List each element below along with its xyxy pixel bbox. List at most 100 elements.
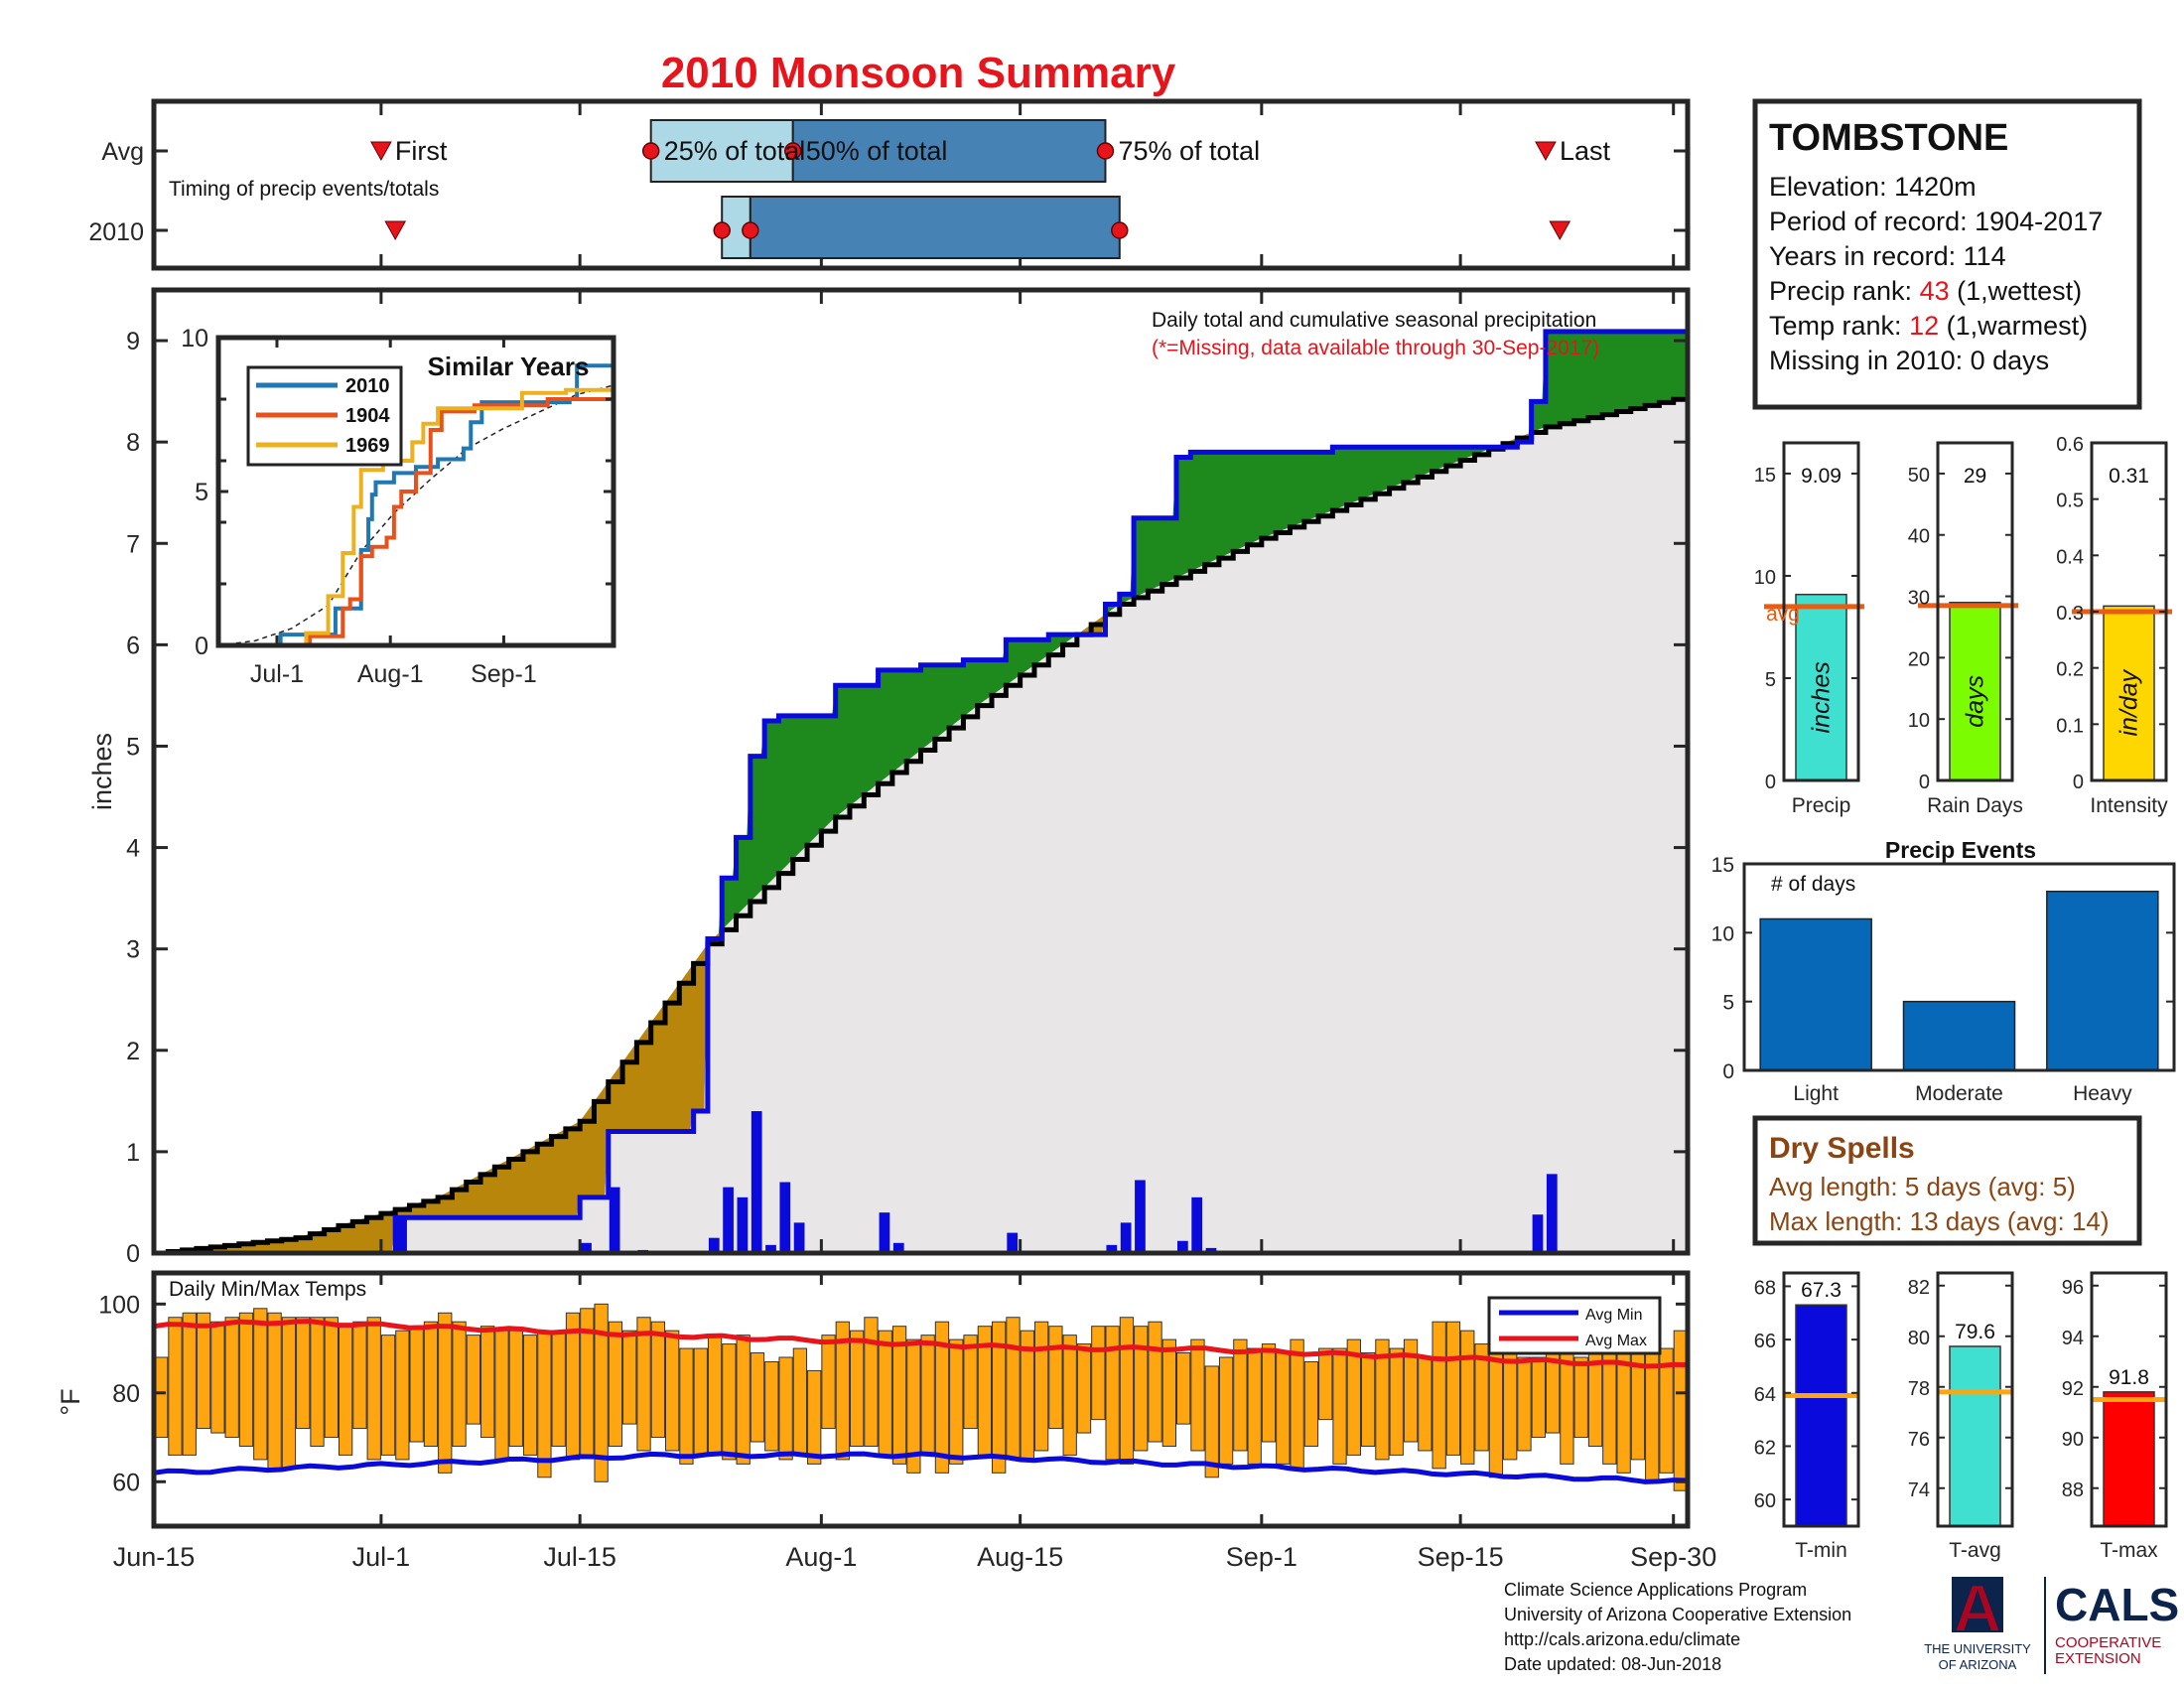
temp-legend: Avg Min Avg Max (1487, 1296, 1662, 1355)
station-missing: Missing in 2010: 0 days (1769, 346, 2049, 375)
temp-summary-frame (2090, 1271, 2168, 1528)
temp-summary-chart-t-avg: 74 76 78 80 82 79.6 T-avg (1908, 1271, 2014, 1562)
daily-temp-range-bar (1261, 1343, 1277, 1443)
daily-temp-range-bar (296, 1317, 311, 1430)
event-triangle-marker (1549, 220, 1571, 241)
daily-temp-range-bar (792, 1347, 808, 1456)
footer-line2: University of Arizona Cooperative Extens… (1504, 1605, 1851, 1624)
legend-avg-min: Avg Min (1585, 1307, 1643, 1324)
daily-temp-range-bar (224, 1317, 239, 1439)
event-triangle-marker (384, 220, 407, 241)
daily-temp-range-bar (1375, 1338, 1390, 1461)
y-tick-label: 1 (126, 1139, 140, 1167)
daily-temp-range-bar (423, 1321, 439, 1447)
daily-precip-bar (1007, 1232, 1019, 1253)
first-label: First (395, 136, 448, 166)
daily-precip-bar (779, 1182, 791, 1253)
timing-row-year: 2010 (88, 218, 144, 246)
percentile-dot-marker (641, 142, 660, 160)
daily-temp-range-bar (636, 1317, 651, 1452)
daily-temp-range-bar (1091, 1326, 1106, 1421)
date-tick-label: Aug-1 (785, 1542, 857, 1572)
dry-spells-title: Dry Spells (1769, 1132, 1915, 1165)
summary-frame (1936, 441, 2014, 782)
temp-summary-tick-label: 96 (2062, 1277, 2084, 1299)
daily-temp-range-bar (565, 1312, 581, 1461)
summary-tick-label: 0.6 (2056, 434, 2084, 456)
daily-temp-range-bar (906, 1338, 921, 1474)
p25-label: 25% of total (664, 136, 806, 166)
dry-spells-box: Dry Spells Avg length: 5 days (avg: 5) M… (1752, 1115, 2142, 1246)
daily-temp-range-bar (1616, 1335, 1631, 1474)
date-tick-label: Aug-15 (977, 1542, 1063, 1572)
daily-precip-bar (708, 1237, 720, 1253)
temp-summary-label: T-max (2100, 1539, 2158, 1562)
daily-temp-range-bar (1033, 1321, 1049, 1452)
daily-temp-range-bar (210, 1321, 225, 1434)
summary-value-bar (2103, 605, 2155, 781)
summary-tick-label: 0 (2073, 772, 2084, 793)
event-triangle-marker (370, 141, 392, 162)
y-tick-label: 2 (126, 1038, 140, 1065)
summary-tick-label: 0.1 (2056, 715, 2084, 737)
summary-unit-label: inches (1808, 661, 1836, 733)
daily-precip-bar (1120, 1222, 1132, 1253)
temp-summary-bar (1949, 1345, 2001, 1527)
p50-label: 50% of total (806, 136, 948, 166)
footer-credits: Climate Science Applications Program Uni… (1504, 1580, 1851, 1674)
events-title: Precip Events (1885, 837, 2036, 863)
summary-value-bar (1949, 601, 2001, 781)
daily-temp-range-bar (1048, 1326, 1063, 1430)
summary-tick-label: 0.5 (2056, 491, 2084, 512)
percentile-dot-marker (742, 221, 759, 239)
daily-temp-range-bar (665, 1330, 680, 1452)
temperature-chart: 60 80 100 Daily Min/Max Temps °F Avg Min A… (56, 1270, 1716, 1572)
daily-temp-range-bar (1460, 1330, 1475, 1465)
temp-frame (151, 1270, 1691, 1529)
temp-summary-label: T-min (1795, 1539, 1847, 1562)
timing-row-avg: Avg (101, 138, 144, 166)
y-tick-label: 9 (126, 328, 140, 355)
daily-temp-range-bar (366, 1317, 381, 1461)
daily-temp-range-bar (1290, 1338, 1304, 1470)
daily-precip-bar (1532, 1214, 1544, 1253)
university-of-arizona-logo: A THE UNIVERSITY OF ARIZONA (1924, 1570, 2046, 1674)
temp-summary-tick-label: 74 (1908, 1479, 1930, 1501)
summary-value-label: 29 (1964, 465, 1986, 488)
daily-temp-range-bar (522, 1335, 538, 1456)
daily-temp-range-bar (537, 1330, 552, 1478)
precip-missing-note: (*=Missing, data available through 30-Se… (1152, 337, 1599, 359)
temp-y-tick-label: 80 (112, 1380, 140, 1408)
daily-temp-range-bar (281, 1317, 297, 1470)
summary-category-label: Precip (1792, 794, 1851, 817)
summary-tick-label: 20 (1908, 648, 1930, 670)
daily-temp-range-bar (1418, 1356, 1433, 1452)
temp-summary-tick-label: 60 (1754, 1490, 1776, 1512)
daily-temp-range-bar (466, 1335, 481, 1425)
summary-tick-label: 0.4 (2056, 546, 2084, 568)
dry-spells-avg: Avg length: 5 days (avg: 5) (1769, 1172, 2076, 1201)
dry-spells-frame (1752, 1115, 2142, 1246)
summary-value-bar (1795, 593, 1847, 781)
inset-x-tick-label: Sep-1 (471, 660, 537, 688)
summary-tick-label: 0.3 (2056, 603, 2084, 625)
temp-summary-tick-label: 78 (1908, 1378, 1930, 1400)
chart-title: 2010 Monsoon Summary (661, 49, 1176, 97)
events-category-label: Heavy (2073, 1082, 2132, 1105)
daily-temp-range-bar (253, 1308, 268, 1461)
daily-temp-range-bar (1488, 1335, 1504, 1478)
avg-max-line (153, 1319, 1689, 1369)
events-ylabel: # of days (1771, 873, 1855, 896)
daily-temp-range-bar (1602, 1338, 1617, 1465)
summary-bar-chart-rain-days: 0 10 20 30 40 50 29 days Rain Days (1908, 441, 2023, 817)
daily-temp-range-bar (310, 1317, 325, 1447)
cals-logo-line1: COOPERATIVE (2055, 1634, 2161, 1651)
temp-summary-tick-label: 64 (1754, 1384, 1776, 1406)
daily-temp-range-bar (1218, 1356, 1234, 1465)
station-period: Period of record: 1904-2017 (1769, 207, 2103, 236)
summary-value-label: 0.31 (2109, 465, 2149, 488)
daily-temp-range-bar (1006, 1317, 1021, 1461)
daily-temp-range-bar (1161, 1338, 1177, 1447)
date-tick-label: Sep-30 (1630, 1542, 1716, 1572)
temp-summary-tick-label: 80 (1908, 1328, 1930, 1349)
